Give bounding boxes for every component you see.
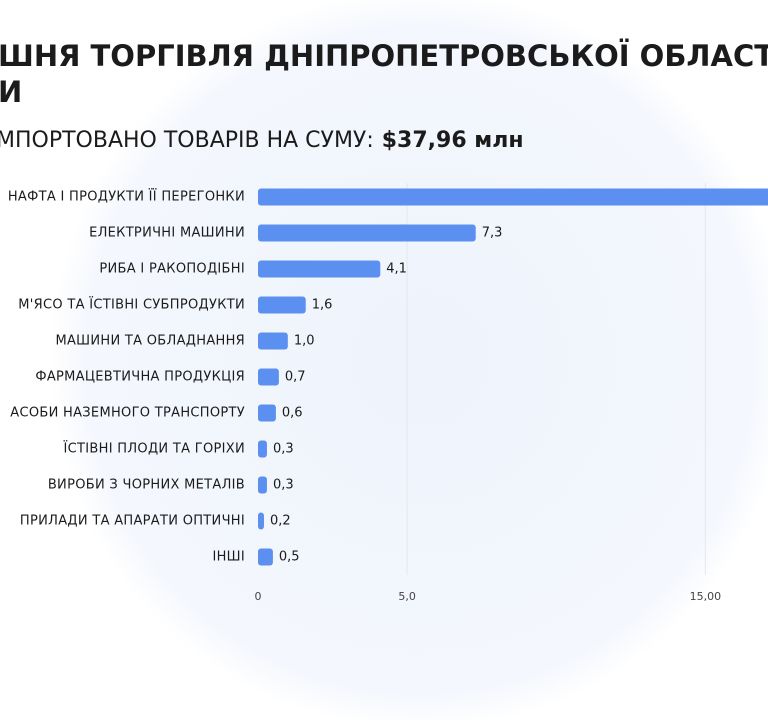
- bar: [258, 404, 276, 422]
- category-label: ФАРМАЦЕВТИЧНА ПРОДУКЦІЯ: [35, 370, 245, 385]
- value-label: 0,2: [270, 514, 291, 529]
- subtitle-text: МПОРТОВАНО ТОВАРІВ НА СУМУ:: [0, 128, 374, 153]
- value-label: 0,5: [279, 550, 300, 565]
- bar: [258, 296, 306, 314]
- bar: [258, 548, 273, 566]
- chart-title: И: [0, 75, 22, 109]
- value-label: 4,1: [386, 262, 407, 277]
- x-tick-label: 0: [255, 590, 262, 603]
- bar: [258, 512, 264, 530]
- category-label: РИБА І РАКОПОДІБНІ: [99, 262, 245, 277]
- bar: [258, 332, 288, 350]
- bar: [258, 188, 768, 206]
- bar: [258, 260, 381, 278]
- bar: [258, 440, 267, 458]
- bar: [258, 476, 267, 494]
- value-label: 1,6: [312, 298, 333, 313]
- x-tick-label: 5,0: [398, 590, 416, 603]
- bar: [258, 224, 476, 242]
- x-tick-label: 15,00: [690, 590, 722, 603]
- value-label: 0,7: [285, 370, 306, 385]
- category-label: МАШИНИ ТА ОБЛАДНАННЯ: [55, 334, 245, 349]
- category-label: ЕЛЕКТРИЧНІ МАШИНИ: [89, 226, 245, 241]
- category-label: ПРИЛАДИ ТА АПАРАТИ ОПТИЧНІ: [20, 514, 245, 529]
- category-label: НАФТА І ПРОДУКТИ ЇЇ ПЕРЕГОНКИ: [8, 189, 245, 205]
- value-label: 0,3: [273, 478, 294, 493]
- category-label: М'ЯСО ТА ЇСТІВНІ СУБПРОДУКТИ: [18, 297, 245, 313]
- subtitle: МПОРТОВАНО ТОВАРІВ НА СУМУ: $37,96 млн: [0, 128, 524, 153]
- value-label: 0,3: [273, 442, 294, 457]
- chart-title: ШНЯ ТОРГІВЛЯ ДНІПРОПЕТРОВСЬКОЇ ОБЛАСТІ: [0, 39, 768, 73]
- bar: [258, 368, 279, 386]
- subtitle-total: $37,96 млн: [382, 128, 524, 153]
- category-label: ВИРОБИ З ЧОРНИХ МЕТАЛІВ: [48, 478, 245, 493]
- background-circle: [50, 0, 768, 720]
- value-label: 0,6: [282, 406, 303, 421]
- category-label: ЇСТІВНІ ПЛОДИ ТА ГОРІХИ: [64, 441, 245, 457]
- value-label: 7,3: [482, 226, 503, 241]
- value-label: 1,0: [294, 334, 315, 349]
- category-label: ІНШІ: [212, 550, 245, 565]
- category-label: АСОБИ НАЗЕМНОГО ТРАНСПОРТУ: [10, 406, 245, 421]
